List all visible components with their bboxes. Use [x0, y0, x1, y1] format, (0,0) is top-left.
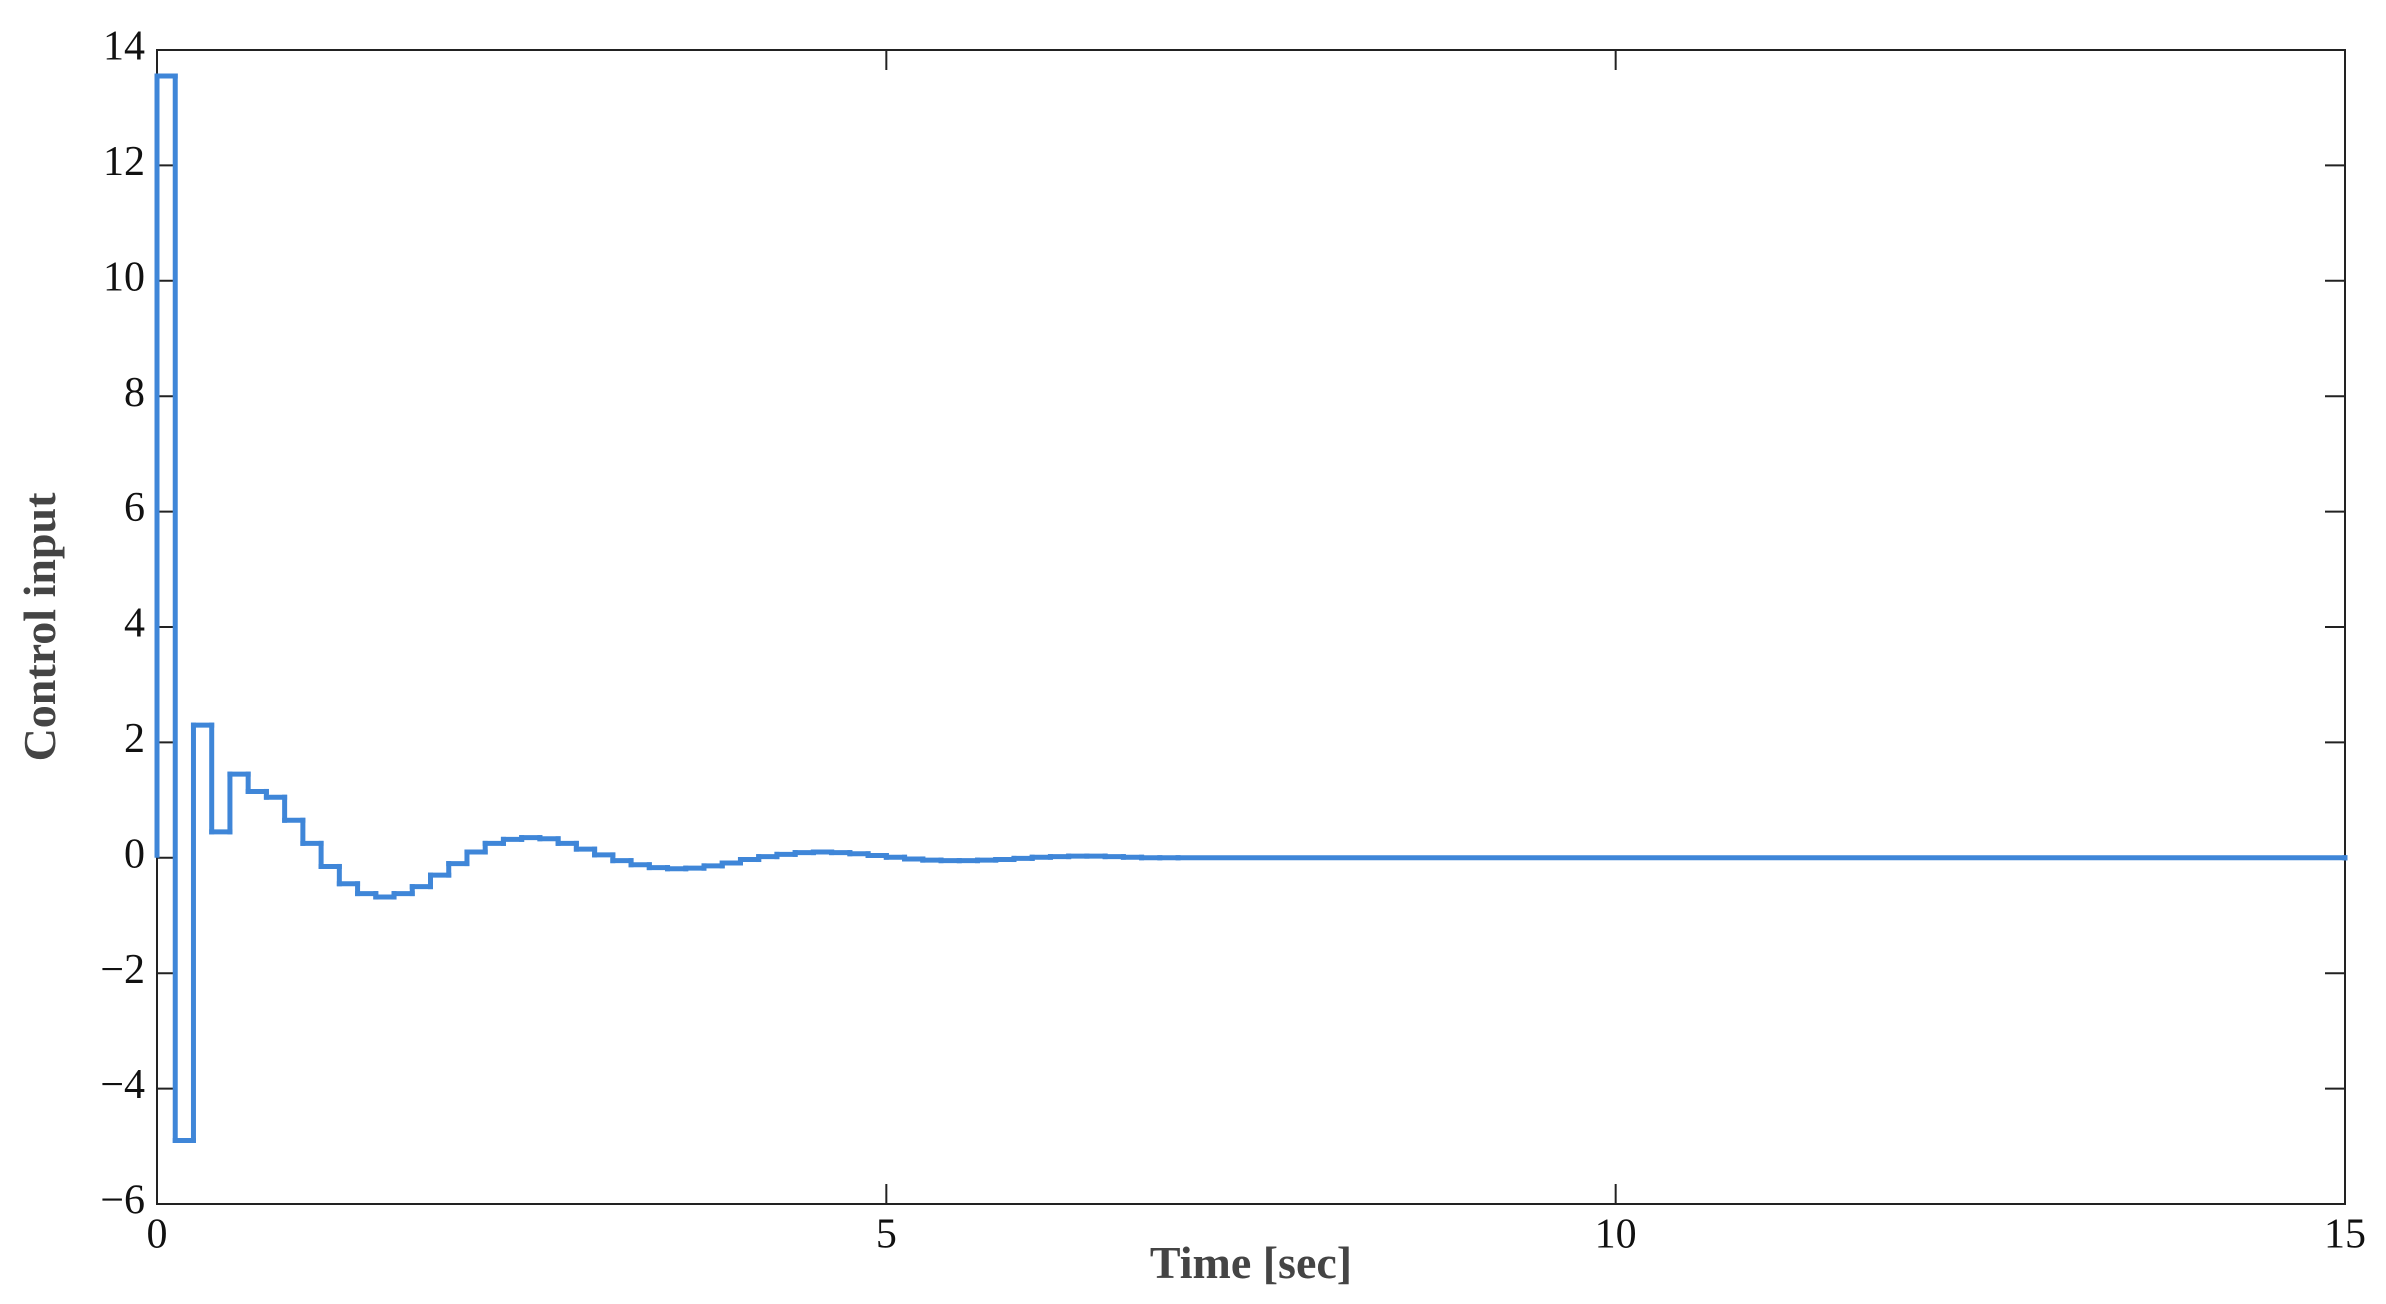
y-tick-label: −2: [100, 947, 145, 993]
y-tick-label: 8: [124, 370, 145, 416]
x-tick-label: 5: [876, 1212, 897, 1258]
y-tick-label: −4: [100, 1062, 145, 1108]
y-tick-label: 0: [124, 831, 145, 877]
y-tick-label: 6: [124, 485, 145, 531]
x-tick-label: 15: [2324, 1212, 2366, 1258]
y-tick-label: 14: [103, 24, 145, 70]
y-tick-label: 4: [124, 601, 145, 647]
plot-frame: [156, 49, 2346, 1205]
x-tick-label: 10: [1595, 1212, 1637, 1258]
y-tick-label: 2: [124, 716, 145, 762]
x-axis-label: Time [sec]: [1150, 1237, 1352, 1288]
y-tick-label: −6: [100, 1178, 145, 1224]
x-tick-label: 0: [147, 1212, 168, 1258]
y-tick-label: 10: [103, 254, 145, 300]
y-tick-label: 12: [103, 139, 145, 185]
y-axis-label: Control input: [14, 492, 65, 762]
